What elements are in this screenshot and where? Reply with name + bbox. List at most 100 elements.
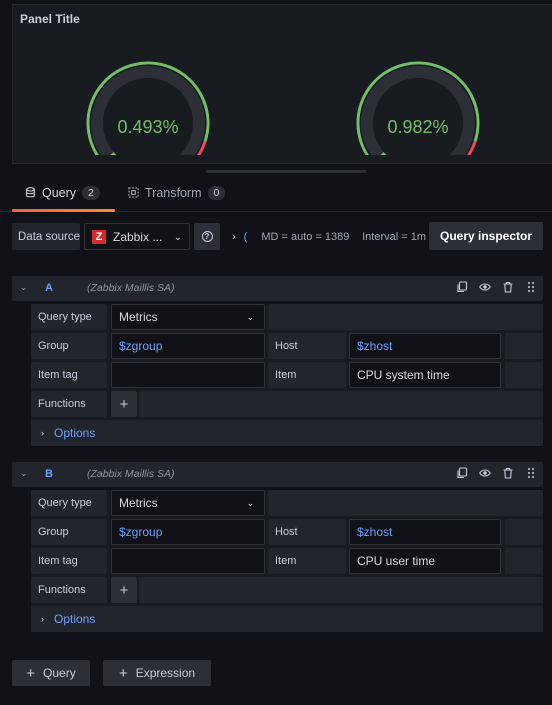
tab-transform-label: Transform xyxy=(145,185,202,200)
filler xyxy=(139,391,543,417)
gauge-arc xyxy=(86,61,210,155)
item-label: Item xyxy=(268,362,346,388)
zabbix-logo-icon: Z xyxy=(92,229,106,244)
filler xyxy=(505,519,543,545)
tab-query[interactable]: Query 2 xyxy=(12,180,115,212)
chevron-down-icon[interactable]: ⌄ xyxy=(20,282,28,292)
datasource-row: Data source Z Zabbix ... ⌄ ? › ( MD = au… xyxy=(0,212,552,262)
item-tag-label: Item tag xyxy=(31,362,107,388)
gauge-threshold-ok xyxy=(86,61,210,155)
filler xyxy=(505,362,543,388)
tab-query-count: 2 xyxy=(82,185,100,200)
group-label: Group xyxy=(31,519,107,545)
panel-resize-handle[interactable] xyxy=(206,170,366,173)
add-function-button[interactable]: + xyxy=(111,391,137,417)
gauge-threshold-critical xyxy=(196,141,207,155)
gauge-value: 0.982% xyxy=(387,117,449,137)
query-options-toggle[interactable]: › ( MD = auto = 1389 Interval = 1m xyxy=(226,223,426,250)
plus-icon: + xyxy=(119,581,129,599)
datasource-name: Zabbix ... xyxy=(113,229,163,244)
item-input[interactable]: CPU system time xyxy=(349,362,501,388)
add-expression-label: Expression xyxy=(135,666,196,680)
plus-icon: + xyxy=(119,395,129,413)
add-expression-button[interactable]: + Expression xyxy=(103,660,211,686)
options-toggle[interactable]: › Options xyxy=(31,606,543,632)
eye-icon[interactable] xyxy=(479,467,491,479)
group-input[interactable]: $zgroup xyxy=(111,519,265,545)
host-input[interactable]: $zhost xyxy=(349,519,501,545)
item-tag-input[interactable] xyxy=(111,362,265,388)
drag-handle-icon[interactable] xyxy=(525,281,537,293)
chevron-right-icon: › xyxy=(41,428,44,438)
options-toggle[interactable]: › Options xyxy=(31,420,543,446)
options-label: Options xyxy=(54,612,96,626)
gauge: 0.982% xyxy=(348,45,488,155)
query-datasource: (Zabbix Maillis SA) xyxy=(87,282,175,294)
duplicate-icon[interactable] xyxy=(456,281,468,293)
trash-icon[interactable] xyxy=(502,467,514,479)
question-circle-icon: ? xyxy=(201,231,213,242)
query-type-value: Metrics xyxy=(119,496,158,510)
max-datapoints-label: MD = auto = 1389 xyxy=(261,230,350,243)
filler xyxy=(505,333,543,359)
filler xyxy=(505,548,543,574)
tab-transform[interactable]: Transform 0 xyxy=(128,180,226,211)
gauge-track xyxy=(361,66,475,155)
gauge-track xyxy=(91,66,205,155)
chevron-down-icon: ⌄ xyxy=(246,498,254,508)
tab-transform-count: 0 xyxy=(207,185,226,200)
transform-icon xyxy=(128,187,139,198)
query-letter[interactable]: B xyxy=(45,468,53,480)
query-type-select[interactable]: Metrics ⌄ xyxy=(111,490,265,516)
query-header[interactable]: ⌄ B (Zabbix Maillis SA) xyxy=(12,462,543,487)
item-input[interactable]: CPU user time xyxy=(349,548,501,574)
query-header[interactable]: ⌄ A (Zabbix Maillis SA) xyxy=(12,276,543,301)
add-query-label: Query xyxy=(43,666,76,680)
add-function-button[interactable]: + xyxy=(111,577,137,603)
gauge: 0.493% xyxy=(78,45,218,155)
item-tag-input[interactable] xyxy=(111,548,265,574)
host-label: Host xyxy=(268,333,346,359)
functions-label: Functions xyxy=(31,391,107,417)
plus-icon: + xyxy=(118,664,128,682)
datasource-label: Data source xyxy=(12,223,80,250)
chevron-down-icon[interactable]: ⌄ xyxy=(20,468,28,478)
host-input[interactable]: $zhost xyxy=(349,333,501,359)
functions-label: Functions xyxy=(31,577,107,603)
query-type-value: Metrics xyxy=(119,310,158,324)
query-datasource: (Zabbix Maillis SA) xyxy=(87,468,175,480)
drag-handle-icon[interactable] xyxy=(525,467,537,479)
gauge-value: 0.493% xyxy=(117,117,179,137)
database-icon xyxy=(26,187,35,198)
datasource-picker[interactable]: Z Zabbix ... ⌄ xyxy=(84,223,190,250)
host-label: Host xyxy=(268,519,346,545)
query-row-a: ⌄ A (Zabbix Maillis SA) Query type Metri… xyxy=(12,276,543,446)
plus-icon: + xyxy=(26,664,36,682)
query-actions xyxy=(456,281,537,293)
gauge-arc xyxy=(356,61,480,155)
query-editor: Query type Metrics ⌄ Group $zgroup Host … xyxy=(31,490,543,632)
query-row-b: ⌄ B (Zabbix Maillis SA) Query type Metri… xyxy=(12,462,543,632)
gauge-threshold-critical xyxy=(466,141,477,155)
panel: Panel Title 0.493% 0.982% xyxy=(12,4,552,164)
trash-icon[interactable] xyxy=(502,281,514,293)
chevron-down-icon: ⌄ xyxy=(246,312,254,322)
item-tag-label: Item tag xyxy=(31,548,107,574)
query-type-label: Query type xyxy=(31,304,107,330)
interval-label: Interval = 1m xyxy=(362,230,426,243)
chevron-right-icon: › xyxy=(232,230,236,243)
query-type-select[interactable]: Metrics ⌄ xyxy=(111,304,265,330)
query-letter[interactable]: A xyxy=(45,282,53,294)
query-inspector-button[interactable]: Query inspector xyxy=(429,222,543,250)
filler xyxy=(268,490,543,516)
filler xyxy=(268,304,543,330)
chevron-right-icon: › xyxy=(41,614,44,624)
group-label: Group xyxy=(31,333,107,359)
datasource-help-button[interactable]: ? xyxy=(194,223,220,250)
query-editor: Query type Metrics ⌄ Group $zgroup Host … xyxy=(31,304,543,446)
add-query-button[interactable]: + Query xyxy=(12,660,90,686)
duplicate-icon[interactable] xyxy=(456,467,468,479)
group-input[interactable]: $zgroup xyxy=(111,333,265,359)
panel-title[interactable]: Panel Title xyxy=(20,12,80,26)
eye-icon[interactable] xyxy=(479,281,491,293)
